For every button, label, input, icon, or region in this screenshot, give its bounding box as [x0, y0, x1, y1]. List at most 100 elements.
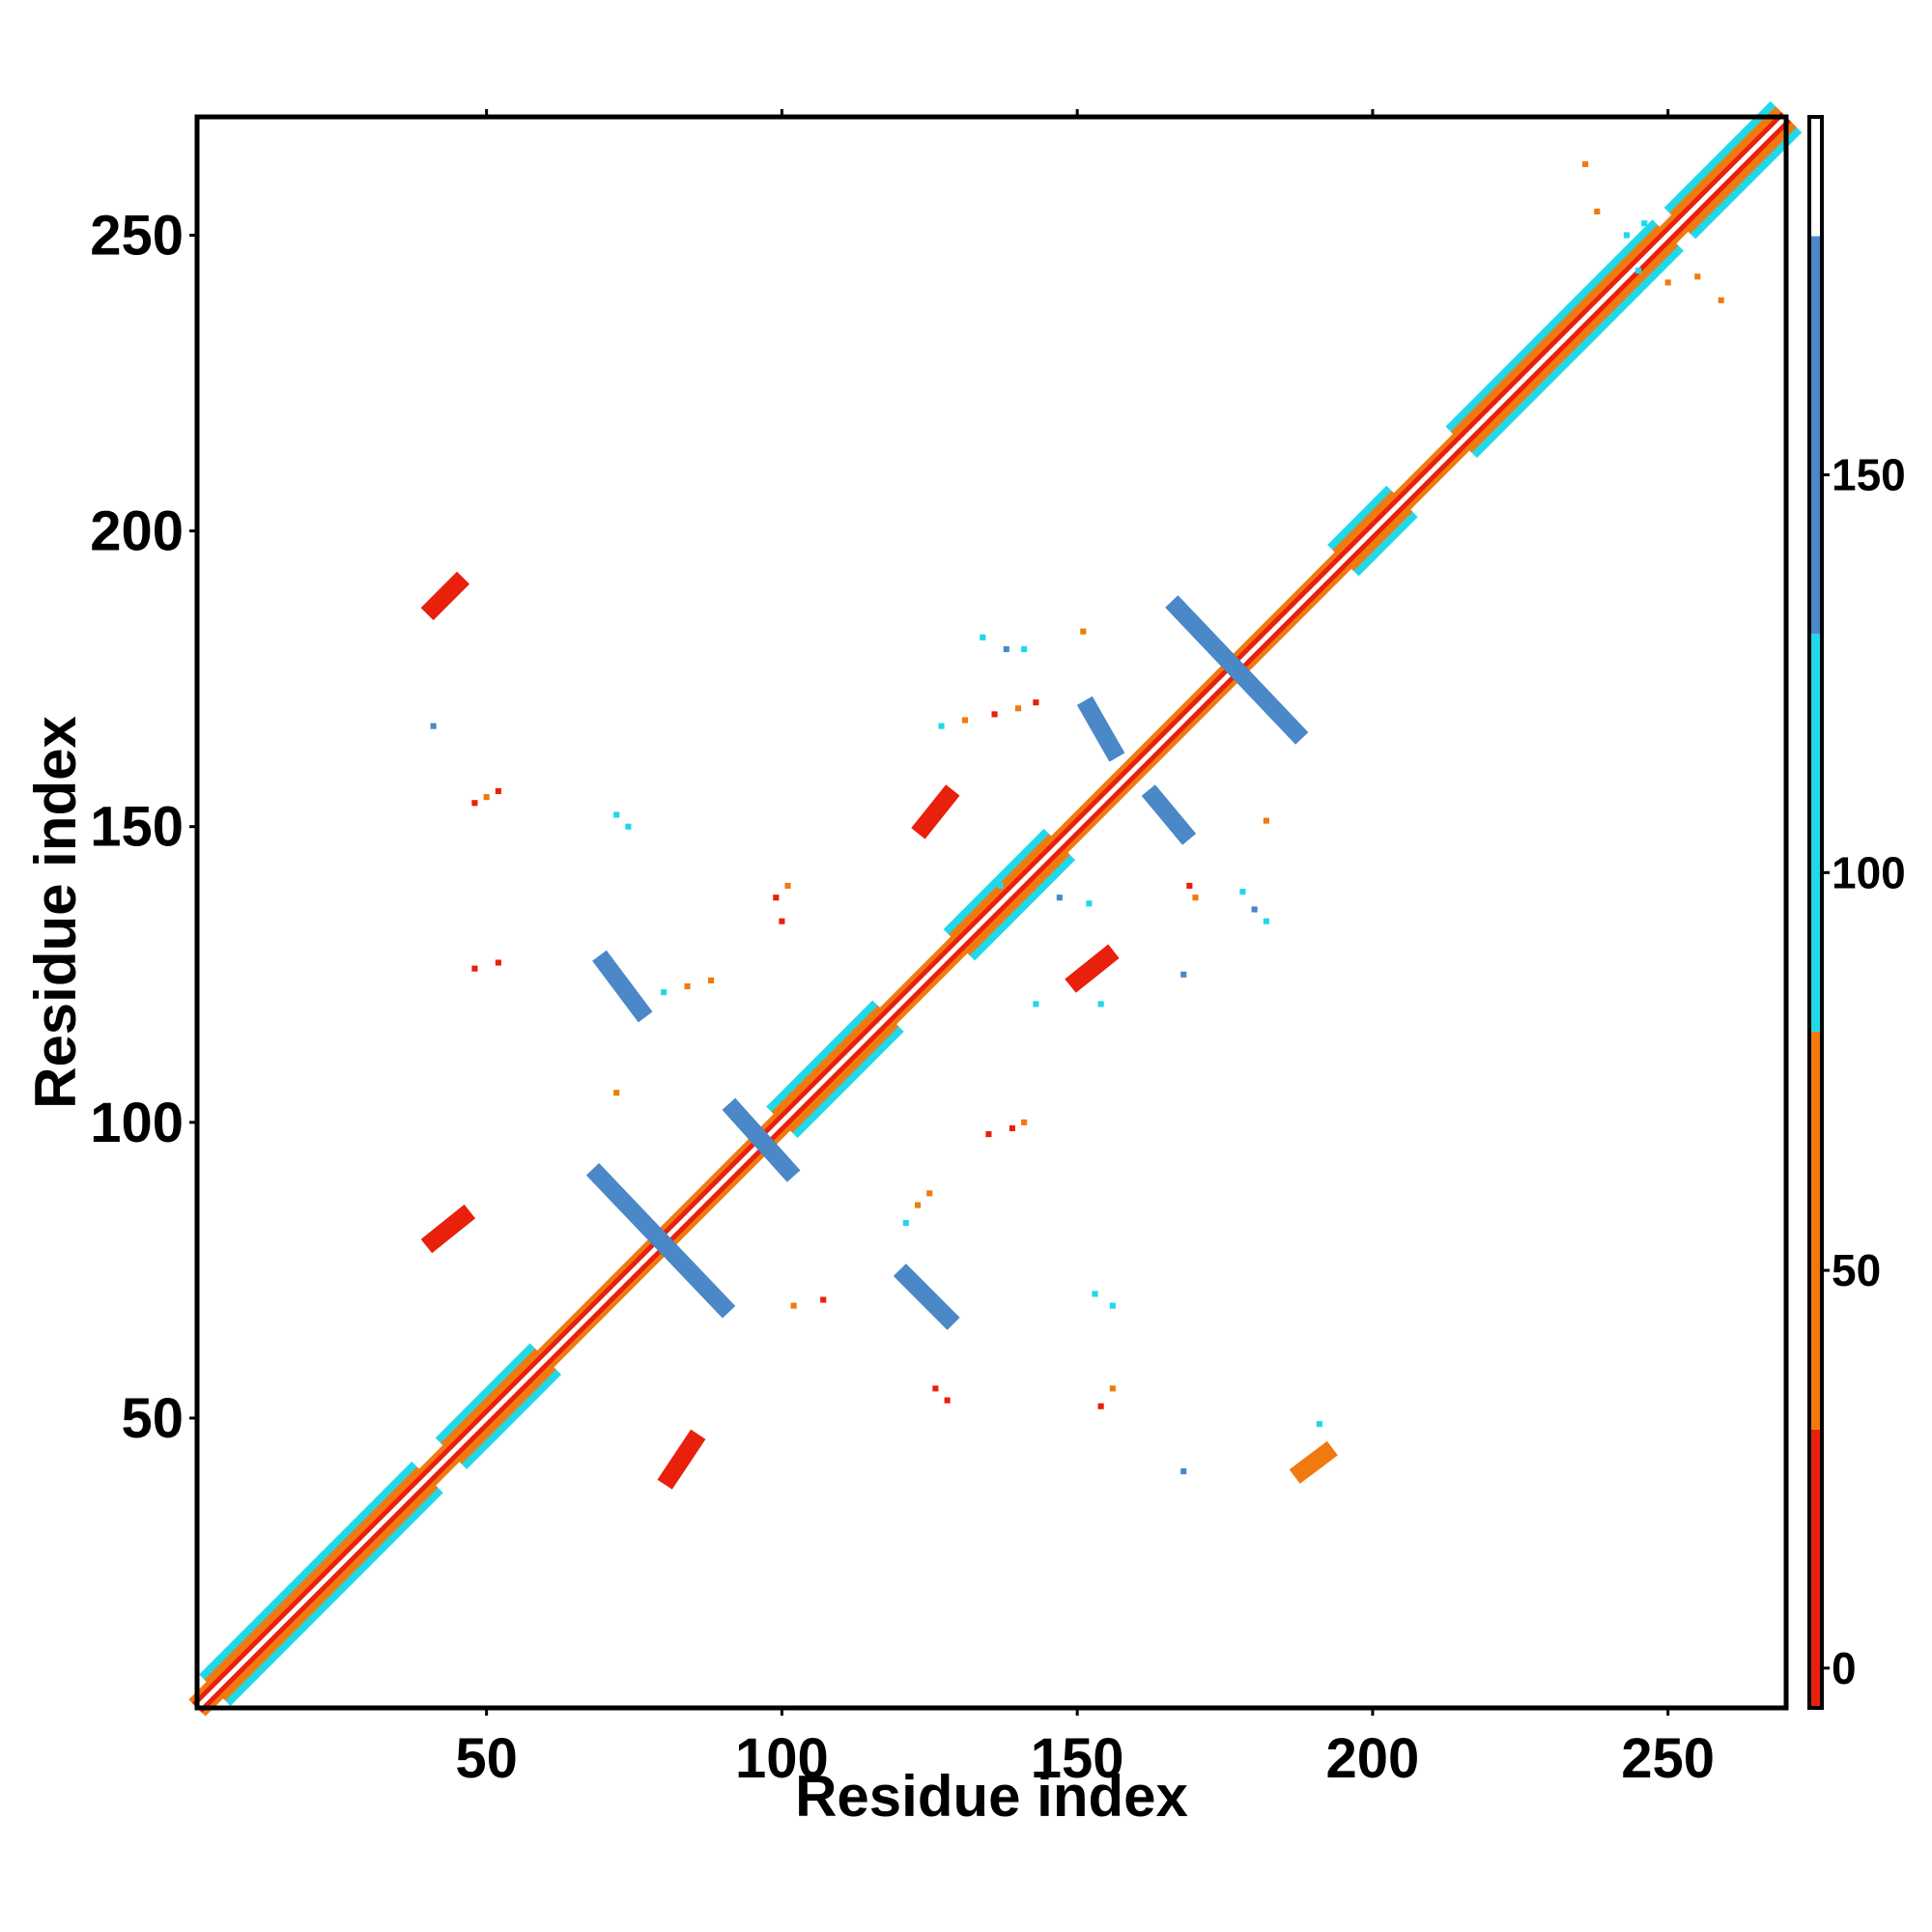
contact-point: [1635, 268, 1642, 274]
contact-point: [944, 1397, 951, 1404]
contact-patch: [592, 950, 653, 1023]
contact-point: [1623, 232, 1630, 239]
contact-patch: [420, 571, 470, 621]
contact-point: [684, 982, 691, 990]
contact-point: [613, 1090, 620, 1096]
diagonal-self: [195, 115, 1788, 1710]
contact-point: [1263, 918, 1269, 924]
contact-point: [1033, 699, 1039, 706]
contact-point: [1186, 882, 1193, 890]
contact-point: [790, 1302, 797, 1309]
contact-point: [985, 1131, 992, 1138]
contact-point: [980, 634, 986, 640]
contact-point: [779, 918, 785, 924]
contact-patch: [911, 784, 960, 839]
plot-frame: [194, 114, 1789, 1711]
contact-patch: [585, 1162, 736, 1319]
contact-point: [613, 811, 620, 818]
contact-point: [1316, 1421, 1322, 1428]
x-tick-label: 250: [1621, 1727, 1715, 1790]
contact-point: [1694, 273, 1701, 280]
x-axis-title: Residue index: [795, 1764, 1188, 1829]
contact-point: [495, 787, 501, 795]
x-tick-label: 200: [1326, 1727, 1420, 1790]
contact-patch: [1141, 784, 1197, 845]
x-tick-label: 50: [455, 1727, 518, 1790]
contact-point: [1239, 889, 1246, 895]
contact-patch: [1289, 1440, 1338, 1484]
contact-point: [1097, 1403, 1104, 1409]
x-tick-label: 100: [735, 1727, 829, 1790]
contact-point: [1192, 895, 1199, 901]
colorbar-band: [1809, 1429, 1822, 1708]
colorbar-frame: [1807, 115, 1824, 1710]
contact-point: [932, 1385, 939, 1392]
contact-point: [471, 965, 478, 972]
contact-patch: [1065, 944, 1120, 993]
y-tick-label: 150: [90, 796, 184, 859]
contact-point: [1263, 817, 1269, 824]
contact-point: [961, 717, 969, 724]
colorbar-band: [1809, 634, 1822, 1033]
contact-point: [430, 723, 437, 729]
contact-point: [661, 989, 668, 996]
contact-point: [773, 895, 780, 901]
contact-patch: [722, 1097, 801, 1182]
contact-point: [471, 800, 478, 807]
contact-point: [1009, 1124, 1015, 1132]
contact-point: [1251, 906, 1258, 913]
contact-point: [625, 823, 632, 830]
contact-patch: [657, 1429, 706, 1490]
contact-point: [1014, 705, 1022, 712]
contact-point: [1033, 1001, 1039, 1008]
contact-point: [1180, 1468, 1187, 1475]
x-tick-label: 150: [1031, 1727, 1124, 1790]
contact-point: [1582, 160, 1589, 168]
contact-point: [1664, 279, 1671, 286]
colorbar-tick-label: 150: [1832, 450, 1906, 500]
colorbar-tick-label: 50: [1832, 1245, 1881, 1295]
axis-ticks: 50 100 150 200 250 50 100 150 200 250: [90, 109, 1715, 1790]
contact-point: [1718, 297, 1724, 303]
contact-point: [1594, 208, 1601, 215]
contact-point: [784, 882, 791, 890]
contact-point: [991, 711, 998, 718]
contact-point: [902, 1219, 909, 1226]
contact-patch: [1165, 595, 1309, 745]
y-tick-label: 250: [90, 204, 184, 267]
contact-point: [707, 977, 715, 983]
y-tick-label: 100: [90, 1092, 184, 1154]
contact-point: [1056, 895, 1063, 901]
contact-patch: [893, 1264, 960, 1330]
y-tick-label: 200: [90, 500, 184, 563]
contact-point: [1180, 971, 1187, 978]
contact-point: [926, 1190, 933, 1197]
contact-point: [1097, 1001, 1104, 1008]
contact-point: [997, 882, 1004, 890]
contact-point: [1092, 1291, 1098, 1297]
colorbar-tick-label: 100: [1832, 847, 1906, 897]
contact-point: [820, 1296, 827, 1303]
contact-point: [1109, 1302, 1116, 1309]
contact-point: [1086, 900, 1093, 907]
contact-point: [938, 723, 945, 729]
y-tick-label: 50: [121, 1387, 184, 1450]
contact-point: [1109, 1385, 1116, 1392]
colorbar: 0 50 100 150: [1807, 115, 1906, 1710]
colorbar-band: [1809, 117, 1822, 237]
contact-point: [1080, 628, 1087, 635]
contact-patch: [1076, 696, 1125, 762]
contact-point: [1021, 1119, 1028, 1125]
colorbar-band: [1809, 236, 1822, 635]
colorbar-band: [1809, 1032, 1822, 1430]
heatmap-cells: [188, 100, 1803, 1717]
colorbar-tick-label: 0: [1832, 1643, 1857, 1693]
contact-patch: [420, 1204, 476, 1254]
contact-point: [1021, 645, 1028, 653]
contact-point: [483, 794, 490, 801]
contact-point: [495, 959, 501, 966]
contact-point: [1641, 220, 1648, 227]
contact-point: [915, 1202, 922, 1208]
y-axis-title: Residue index: [23, 716, 88, 1109]
